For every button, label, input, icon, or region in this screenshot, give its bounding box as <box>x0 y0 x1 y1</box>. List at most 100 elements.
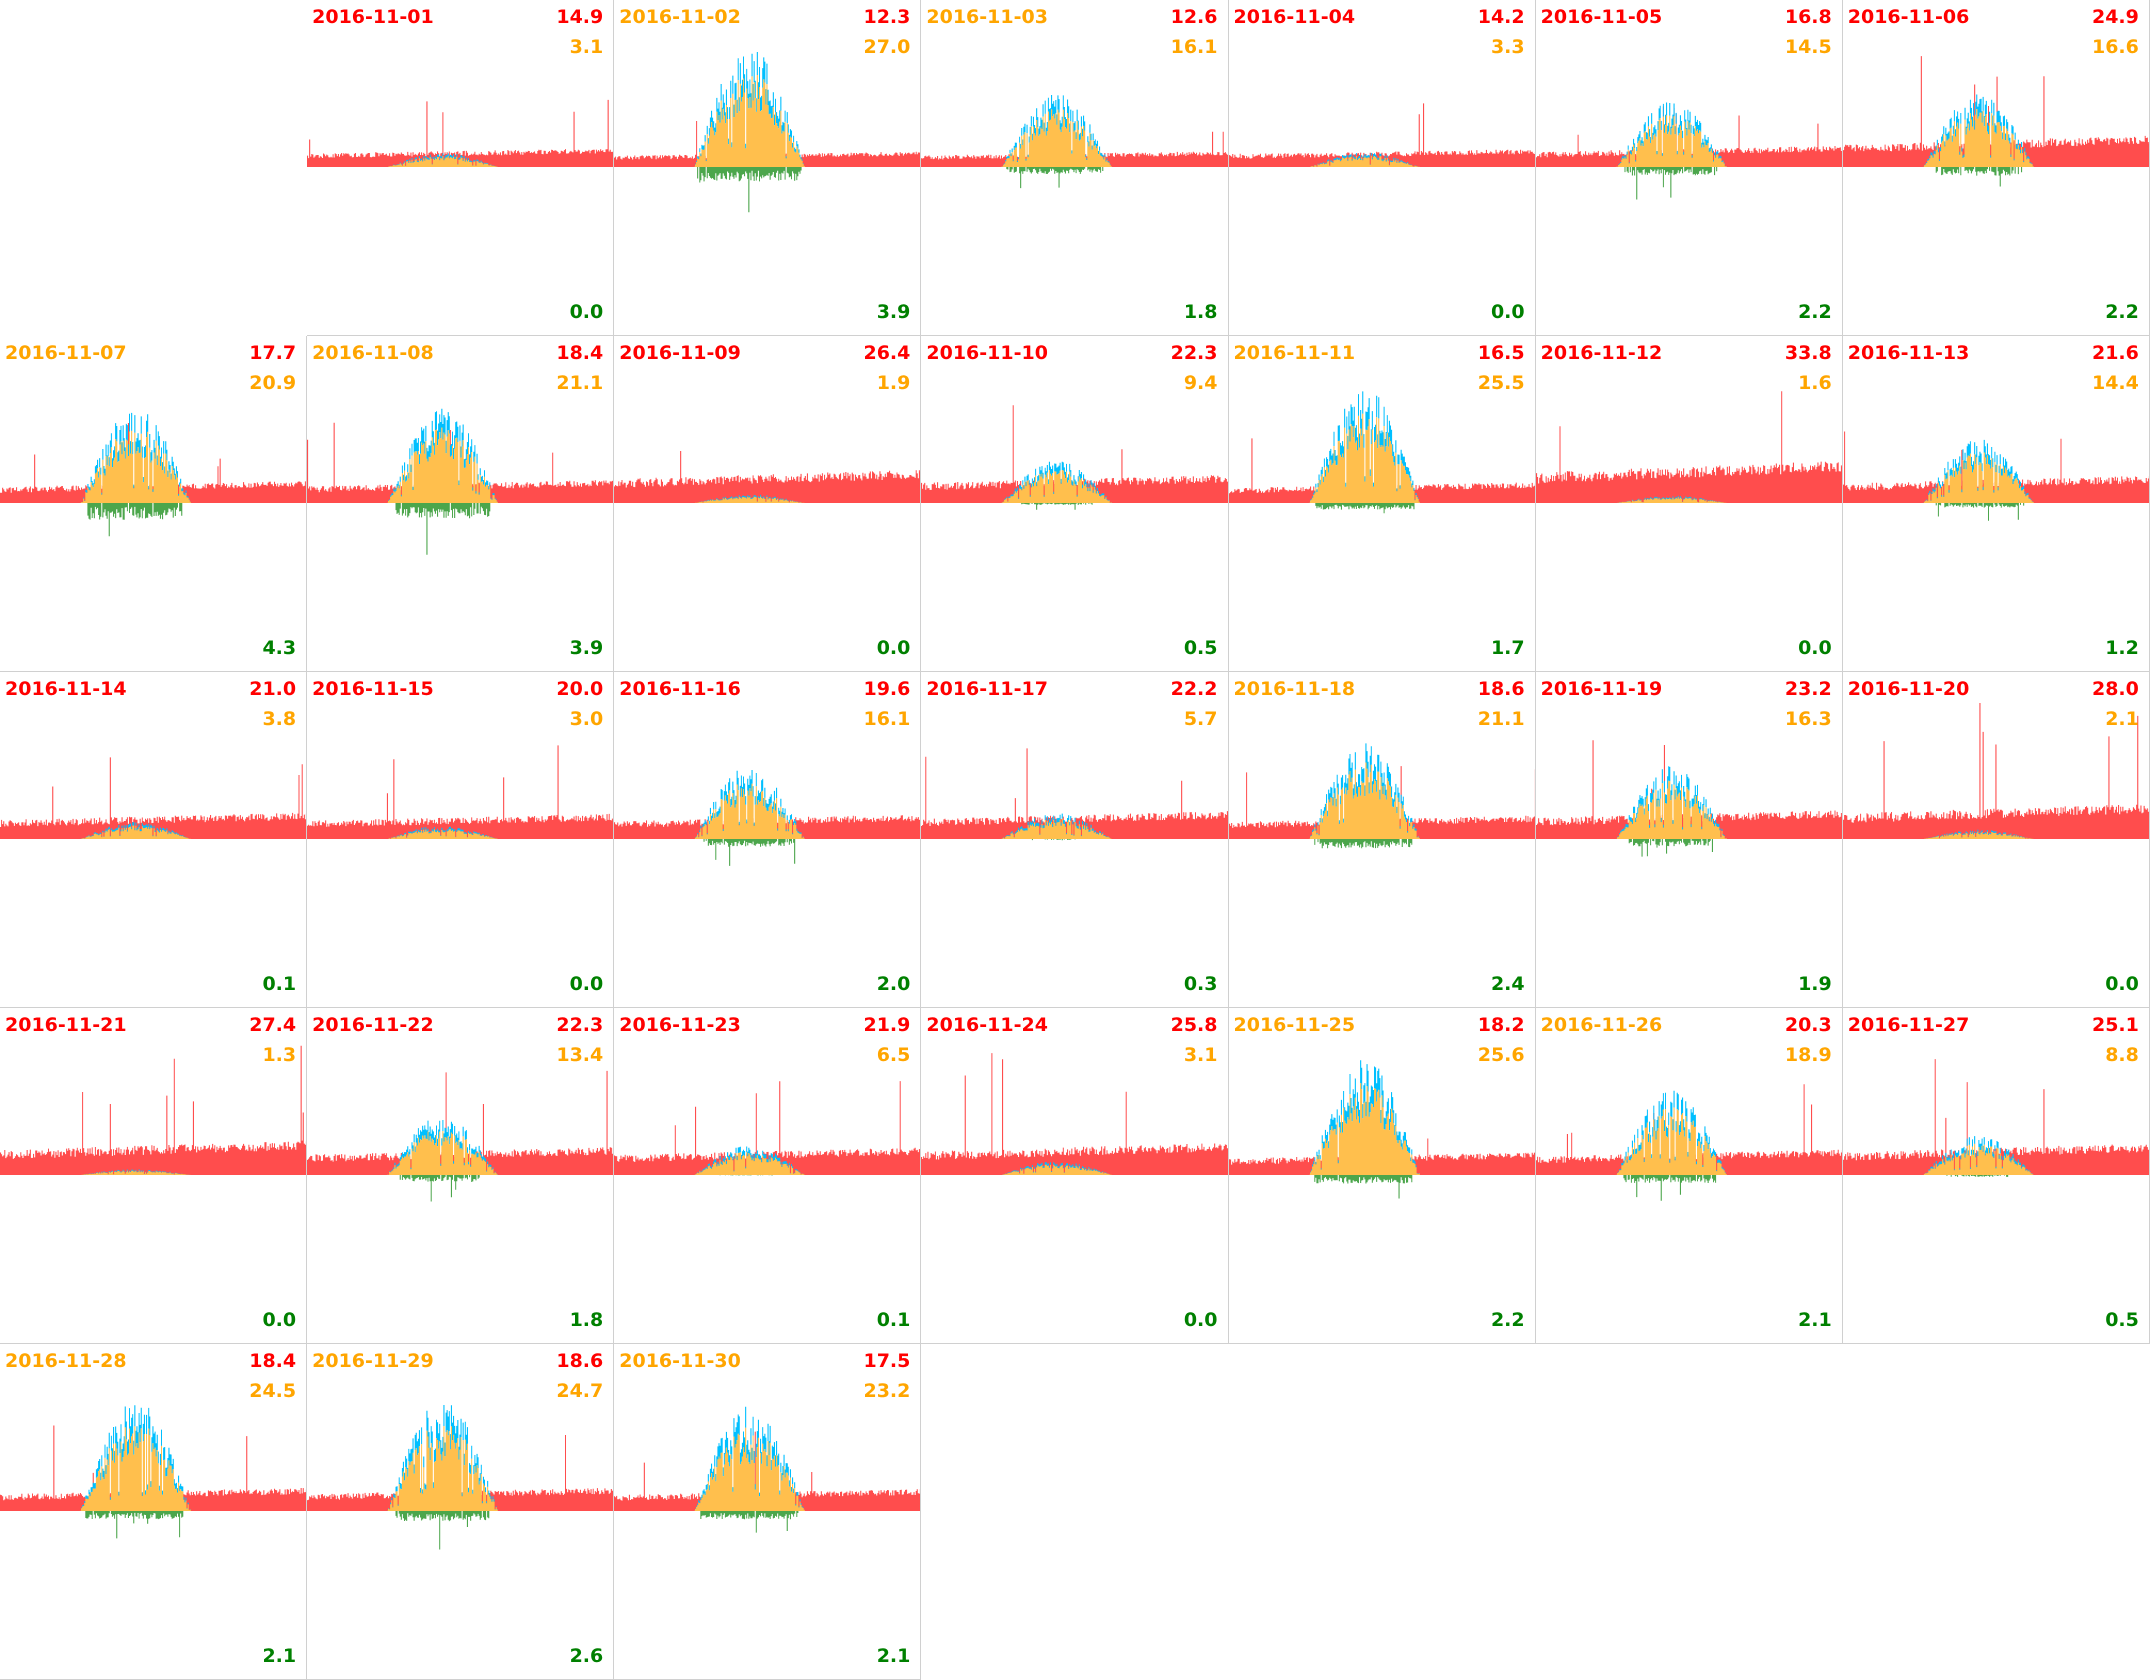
grid-consumption-area <box>1228 766 1535 839</box>
day-cell: 2016-11-29 18.6 24.7 2.6 <box>307 1344 615 1680</box>
day-cell: 2016-11-04 14.2 3.3 0.0 <box>1228 0 1536 336</box>
production-value: 13.4 <box>556 1044 604 1066</box>
export-value: 2.1 <box>876 1645 911 1667</box>
export-value: 2.1 <box>1798 1309 1832 1331</box>
consumption-value: 21.9 <box>863 1014 911 1036</box>
day-chart <box>307 1070 614 1202</box>
production-value: 24.7 <box>556 1380 604 1402</box>
self-use-area <box>921 1164 1228 1175</box>
day-date-label: 2016-11-29 <box>312 1350 434 1372</box>
consumption-value: 26.4 <box>863 342 911 364</box>
production-value: 3.0 <box>569 708 604 730</box>
grid-consumption-area <box>1228 438 1535 503</box>
self-use-area <box>1228 413 1535 503</box>
self-use-area <box>1842 1143 2149 1175</box>
day-chart <box>1842 1059 2149 1177</box>
day-date-label: 2016-11-01 <box>312 6 434 28</box>
production-value: 3.8 <box>262 708 297 730</box>
day-chart <box>614 1406 921 1533</box>
day-chart <box>1842 56 2149 187</box>
day-chart <box>614 451 921 503</box>
grid-consumption-area <box>307 1435 614 1511</box>
consumption-value: 20.0 <box>556 678 604 700</box>
day-cell: 2016-11-05 16.8 14.5 2.2 <box>1535 0 1843 336</box>
day-cell: 2016-11-02 12.3 27.0 3.9 <box>614 0 922 336</box>
consumption-value: 21.6 <box>2091 342 2139 364</box>
day-chart <box>1535 391 1842 503</box>
solar-peak-area <box>0 1169 307 1175</box>
production-value: 25.5 <box>1477 372 1525 394</box>
self-use-area <box>1228 1083 1535 1175</box>
export-value: 3.9 <box>876 301 911 323</box>
export-value: 0.0 <box>1798 637 1832 659</box>
export-value: 1.2 <box>2105 637 2139 659</box>
export-value: 0.5 <box>2105 1309 2139 1331</box>
day-date-label: 2016-11-08 <box>312 342 434 364</box>
production-value: 16.1 <box>863 708 911 730</box>
grid-consumption-area <box>1535 740 1842 839</box>
day-date-label: 2016-11-02 <box>619 6 741 28</box>
grid-consumption-area <box>1842 431 2149 503</box>
day-chart <box>0 1045 307 1175</box>
day-date-label: 2016-11-25 <box>1233 1014 1356 1036</box>
export-value: 1.9 <box>1798 973 1832 995</box>
export-area <box>307 503 614 555</box>
self-use-area <box>1535 1107 1842 1175</box>
solar-peak-area <box>1228 1060 1535 1175</box>
grid-consumption-area <box>0 423 307 503</box>
solar-peak-area <box>1535 766 1842 839</box>
grid-consumption-area <box>307 1070 614 1175</box>
export-area <box>1228 1175 1535 1199</box>
consumption-value: 18.4 <box>556 342 604 364</box>
consumption-value: 22.2 <box>1170 678 1218 700</box>
export-area <box>307 1175 614 1202</box>
day-chart <box>614 1081 921 1176</box>
day-cell: 2016-11-22 22.3 13.4 1.8 <box>307 1008 615 1344</box>
grid-consumption-area <box>614 451 921 503</box>
day-date-label: 2016-11-05 <box>1540 6 1663 28</box>
grid-consumption-area <box>921 1053 1228 1175</box>
day-chart <box>1535 740 1842 857</box>
solar-peak-area <box>1842 829 2149 839</box>
export-value: 0.5 <box>1183 637 1218 659</box>
consumption-value: 25.1 <box>2091 1014 2139 1036</box>
solar-peak-area <box>1535 1090 1842 1175</box>
export-area <box>1842 503 2149 521</box>
production-value: 3.3 <box>1490 36 1525 58</box>
day-cell: 2016-11-14 21.0 3.8 0.1 <box>0 672 308 1008</box>
solar-peak-area <box>307 1120 614 1175</box>
day-chart <box>921 748 1228 841</box>
export-area <box>614 167 921 213</box>
day-cell: 2016-11-09 26.4 1.9 0.0 <box>614 336 922 672</box>
self-use-area <box>921 109 1228 167</box>
day-chart <box>307 1405 614 1550</box>
production-value: 6.5 <box>876 1044 911 1066</box>
day-date-label: 2016-11-11 <box>1233 342 1356 364</box>
solar-peak-area <box>1228 152 1535 167</box>
day-chart <box>1535 102 1842 200</box>
self-use-area <box>307 1131 614 1175</box>
grid-consumption-area <box>614 1431 921 1511</box>
self-use-area <box>1842 109 2149 167</box>
consumption-value: 14.9 <box>556 6 604 28</box>
grid-consumption-area <box>1535 106 1842 167</box>
production-value: 20.9 <box>249 372 297 394</box>
day-chart <box>1228 743 1535 849</box>
consumption-value: 24.9 <box>2091 6 2139 28</box>
day-date-label: 2016-11-03 <box>926 6 1048 28</box>
day-date-label: 2016-11-19 <box>1540 678 1663 700</box>
day-cell: 2016-11-26 20.3 18.9 2.1 <box>1535 1008 1843 1344</box>
day-cell: 2016-11-01 14.9 3.1 0.0 <box>307 0 615 336</box>
grid-consumption-area <box>0 757 307 839</box>
day-chart <box>921 95 1228 189</box>
consumption-value: 18.4 <box>249 1350 297 1372</box>
day-cell: 2016-11-24 25.8 3.1 0.0 <box>921 1008 1229 1344</box>
export-value: 2.2 <box>1798 301 1832 323</box>
consumption-value: 22.3 <box>1170 342 1218 364</box>
consumption-value: 18.6 <box>1477 678 1525 700</box>
production-value: 14.5 <box>1784 36 1832 58</box>
self-use-area <box>1535 497 1842 503</box>
solar-peak-area <box>1842 94 2149 167</box>
solar-peak-area <box>1842 439 2149 503</box>
